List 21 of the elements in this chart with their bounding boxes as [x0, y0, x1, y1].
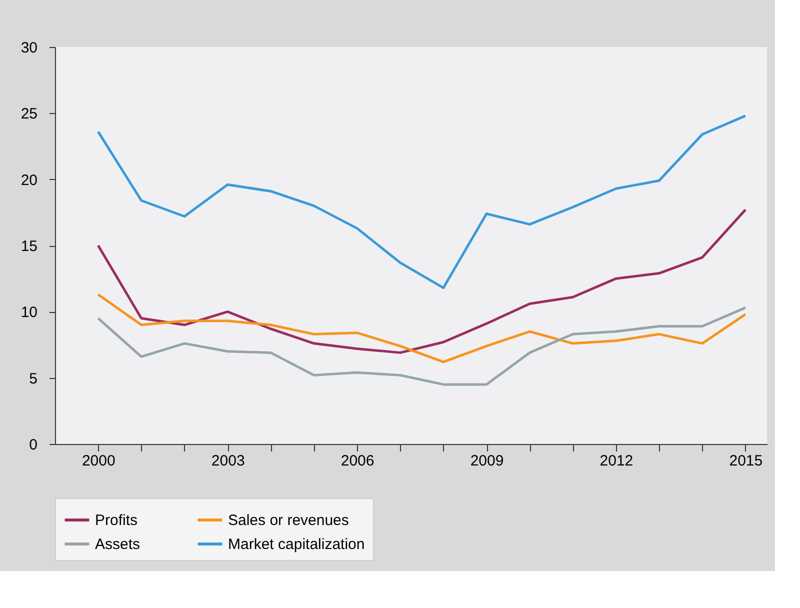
legend-label: Profits	[95, 512, 138, 529]
line-series	[96, 306, 747, 386]
legend-label: Assets	[95, 536, 140, 553]
line-series	[96, 293, 747, 364]
x-tick-label: 2012	[600, 452, 634, 470]
x-tick-label: 2000	[82, 452, 116, 470]
legend-label: Market capitalization	[228, 536, 365, 553]
line-series	[96, 114, 747, 290]
y-tick-label: 10	[20, 304, 38, 322]
x-tick-label: 2015	[729, 452, 763, 470]
x-tick-label: 2009	[470, 452, 504, 470]
x-tick-label: 2003	[211, 452, 245, 470]
x-tick-label: 2006	[340, 452, 374, 470]
y-tick-label: 20	[20, 172, 38, 189]
y-tick-label: 25	[20, 106, 38, 123]
y-tick-label: 0	[29, 436, 38, 454]
line-series	[96, 208, 747, 354]
y-tick-label: 30	[20, 40, 38, 56]
legend-label: Sales or revenues	[228, 512, 349, 529]
y-tick-label: 15	[20, 238, 38, 255]
y-tick-label: 5	[29, 370, 38, 388]
